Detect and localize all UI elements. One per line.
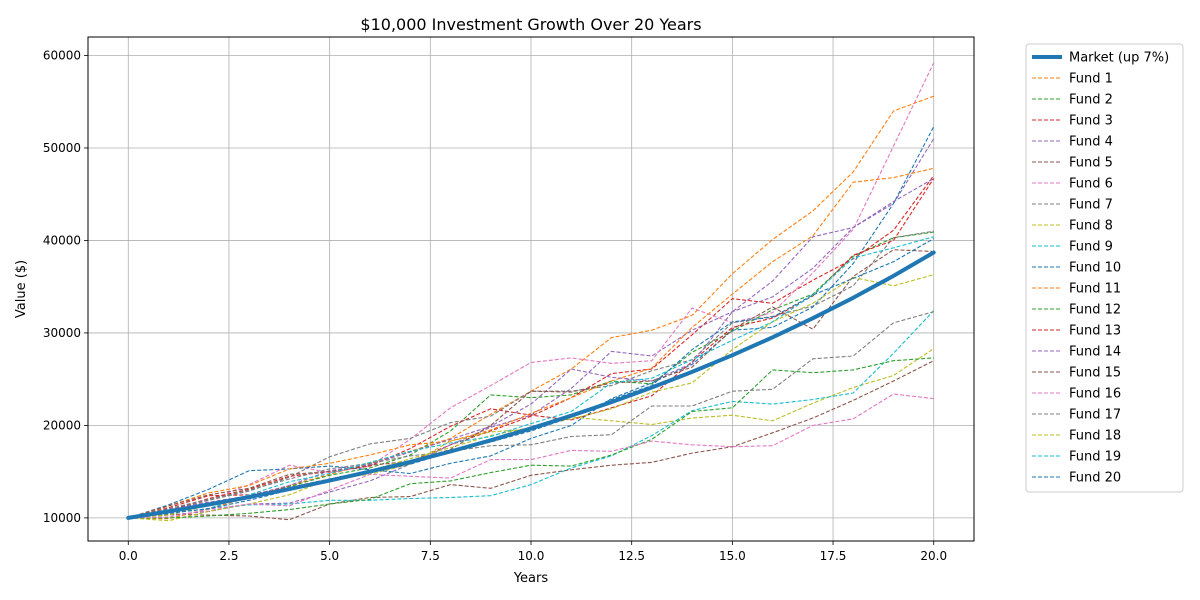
series-line — [128, 95, 934, 520]
x-tick-label: 20.0 — [920, 549, 947, 563]
series-line — [128, 178, 935, 519]
x-axis-label: Years — [513, 571, 549, 586]
series-line — [128, 311, 934, 519]
y-tick-label: 60000 — [43, 48, 81, 62]
x-axis: 0.0 2.5 5.0 7.5 10.0 12.5 15.0 17.5 20.0 — [119, 541, 947, 563]
legend-label: Fund 14 — [1069, 345, 1121, 360]
legend-label: Fund 7 — [1069, 198, 1113, 213]
series-line — [128, 62, 935, 519]
y-axis-label: Value ($) — [14, 260, 29, 318]
legend-label: Fund 13 — [1069, 324, 1121, 339]
legend-label: Fund 18 — [1069, 429, 1121, 444]
y-tick-label: 50000 — [43, 141, 81, 155]
series-line — [128, 167, 934, 519]
series-line — [128, 393, 934, 519]
legend-label: Fund 11 — [1069, 282, 1121, 297]
legend-label: Fund 3 — [1069, 114, 1113, 129]
chart-title: $10,000 Investment Growth Over 20 Years — [360, 15, 701, 34]
series-line — [128, 178, 934, 519]
series-line — [128, 360, 934, 521]
legend-label: Fund 12 — [1069, 303, 1121, 318]
legend-label: Fund 19 — [1069, 450, 1121, 465]
y-tick-label: 20000 — [43, 418, 81, 432]
series-line — [128, 274, 934, 519]
y-tick-label: 10000 — [43, 511, 81, 525]
series-line — [126, 250, 936, 520]
legend-label: Fund 1 — [1069, 72, 1113, 87]
legend-label: Fund 2 — [1069, 93, 1113, 108]
series-line — [128, 357, 934, 519]
legend-label: Market (up 7%) — [1069, 51, 1169, 66]
series-line — [128, 236, 934, 519]
legend: Market (up 7%) Fund 1 Fund 2 Fund 3 Fund 4 Fu… — [1025, 43, 1184, 493]
x-tick-label: 17.5 — [820, 549, 847, 563]
legend-label: Fund 16 — [1069, 387, 1121, 402]
legend-label: Fund 20 — [1069, 471, 1121, 486]
legend-label: Fund 5 — [1069, 156, 1113, 171]
y-tick-label: 30000 — [43, 326, 81, 340]
y-tick-label: 40000 — [43, 233, 81, 247]
x-tick-label: 15.0 — [719, 549, 746, 563]
legend-label: Fund 15 — [1069, 366, 1121, 381]
legend-box — [1025, 43, 1184, 493]
series-line — [128, 249, 934, 519]
x-tick-label: 10.0 — [518, 549, 545, 563]
series-line — [128, 238, 934, 519]
x-tick-label: 2.5 — [219, 549, 238, 563]
series-layer — [126, 62, 936, 522]
legend-label: Fund 17 — [1069, 408, 1121, 423]
series-line — [128, 126, 935, 519]
legend-label: Fund 10 — [1069, 261, 1121, 276]
x-tick-label: 12.5 — [618, 549, 645, 563]
legend-label: Fund 9 — [1069, 240, 1113, 255]
x-tick-label: 0.0 — [119, 549, 138, 563]
series-line — [128, 175, 935, 519]
y-axis: 10000 20000 30000 40000 50000 60000 — [43, 48, 88, 525]
x-tick-label: 7.5 — [421, 549, 440, 563]
legend-label: Fund 4 — [1069, 135, 1113, 150]
x-tick-label: 5.0 — [320, 549, 339, 563]
grid — [88, 37, 974, 541]
legend-label: Fund 6 — [1069, 177, 1113, 192]
series-line — [128, 138, 935, 519]
legend-label: Fund 8 — [1069, 219, 1113, 234]
